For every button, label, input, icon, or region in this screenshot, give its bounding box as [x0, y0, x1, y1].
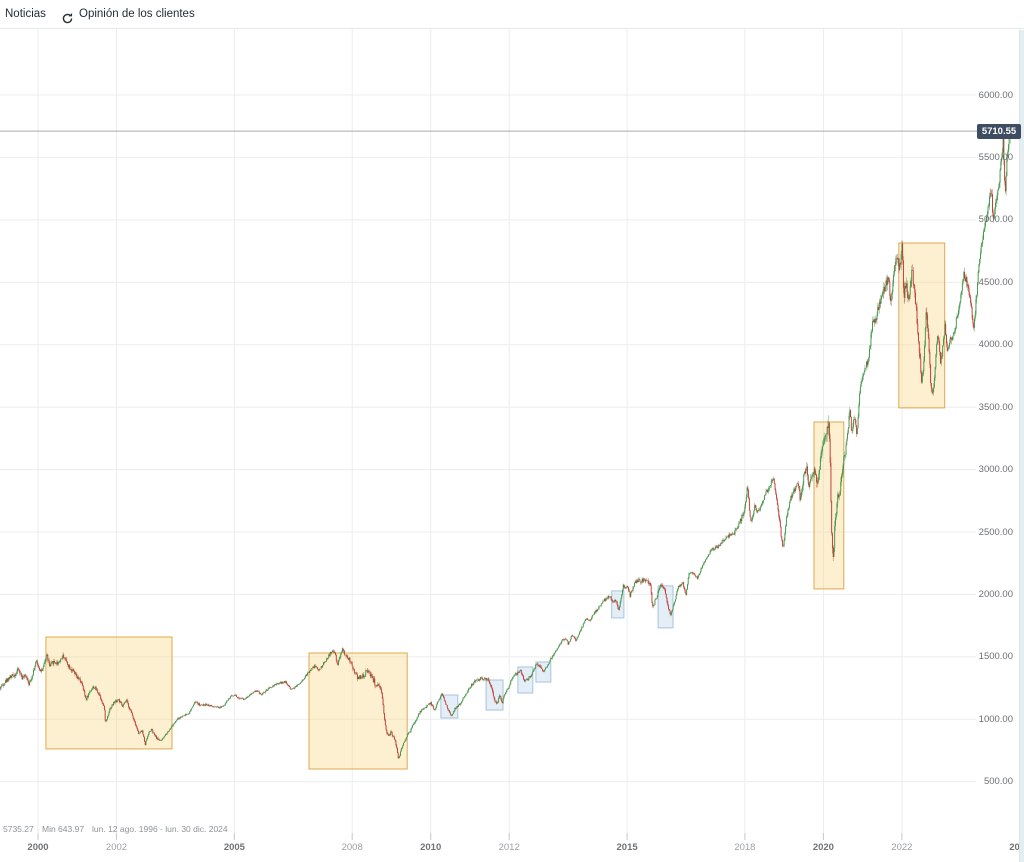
price-tick-label: 1000.00	[978, 713, 1013, 725]
price-tick-label: 1500.00	[978, 651, 1013, 663]
price-tick-label: 2000.00	[978, 588, 1013, 600]
correction-2010-box[interactable]	[440, 694, 459, 719]
price-tick-label: 2500.00	[978, 526, 1013, 538]
price-tick-label: 3000.00	[978, 464, 1013, 476]
year-tick-label: 2005	[223, 842, 245, 853]
year-tick-label: 2025	[1009, 842, 1024, 853]
price-tick-label: 6000.00	[978, 89, 1013, 101]
correction-2011-box[interactable]	[485, 679, 504, 711]
price-tick-label: 4000.00	[978, 339, 1013, 351]
covid-2020-box[interactable]	[813, 421, 845, 590]
price-tick-label: 4500.00	[978, 276, 1013, 288]
grid	[0, 28, 1021, 840]
range-info: 5735.27 Min 643.97 lun. 12 ago. 1996 - l…	[0, 824, 400, 836]
year-tick-label: 2008	[341, 842, 363, 853]
year-tick-label: 2015	[616, 842, 638, 853]
price-tick-label: 5000.00	[978, 214, 1013, 226]
candlestick-series	[0, 128, 1011, 759]
price-tick-label: 500.00	[983, 776, 1013, 788]
year-tick-label: 2010	[420, 842, 442, 853]
refresh-icon[interactable]	[61, 8, 74, 23]
price-tick-label: 5500.00	[978, 151, 1013, 163]
min-value-label: Min 643.97	[42, 824, 85, 834]
year-tick-label: 2020	[812, 842, 834, 853]
bear-2022-box[interactable]	[898, 242, 946, 409]
year-tick-label: 2012	[498, 842, 520, 853]
scrollbar-strip[interactable]	[1019, 30, 1024, 862]
news-panel-tab-bar: Noticias Opinión de los clientes	[0, 0, 1024, 29]
year-tick-label: 2022	[891, 842, 913, 853]
max-value-label: 5735.27	[3, 824, 34, 834]
year-tick-label: 2000	[27, 842, 49, 853]
tab-opinion-clientes[interactable]: Opinión de los clientes	[61, 0, 195, 28]
tab-opinion-label: Opinión de los clientes	[79, 8, 195, 20]
down-candle-bodies	[0, 134, 1011, 759]
year-tick-label: 2018	[734, 842, 756, 853]
date-range-label: lun. 12 ago. 1996 - lun. 30 dic. 2024	[92, 824, 228, 834]
annotation-boxes	[45, 242, 946, 770]
tab-noticias[interactable]: Noticias	[5, 8, 46, 20]
year-tick-label: 2002	[105, 842, 128, 853]
up-candle-bodies	[0, 131, 1011, 759]
price-tick-label: 3500.00	[978, 401, 1013, 413]
current-price-badge: 5710.55	[977, 123, 1021, 139]
gfc-2008-box[interactable]	[308, 652, 408, 770]
